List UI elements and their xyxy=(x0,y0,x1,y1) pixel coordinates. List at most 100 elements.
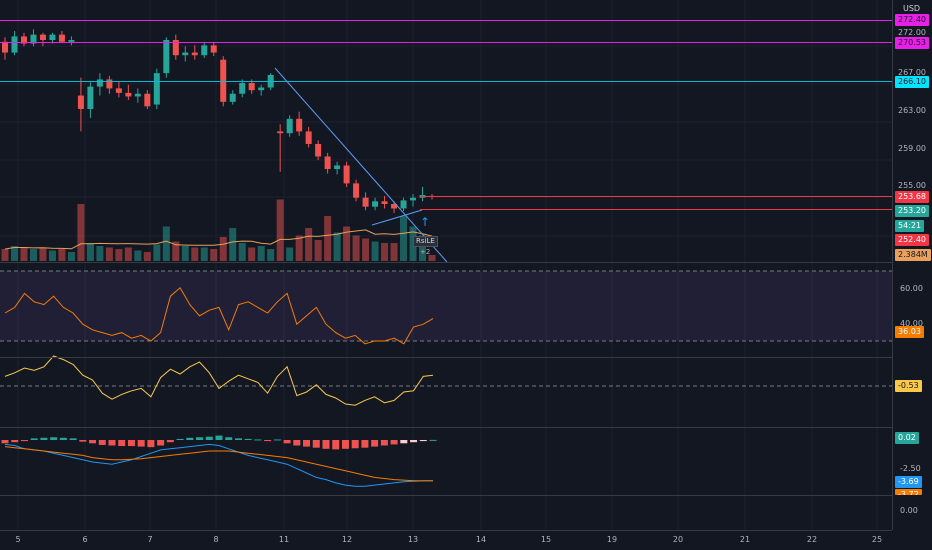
volume-bar xyxy=(428,255,436,261)
candle-body xyxy=(182,52,189,56)
candle-body xyxy=(11,36,18,53)
pane-separator-main[interactable] xyxy=(0,262,892,263)
candle-body xyxy=(353,183,360,198)
macd-histogram-bar xyxy=(205,436,213,440)
volume-bar xyxy=(229,228,237,261)
volume-bar xyxy=(162,226,170,261)
bottom-pane-tick: 0.00 xyxy=(900,506,918,515)
volume-bar xyxy=(39,247,47,261)
price-tag-cyan: 266.10 xyxy=(895,76,929,88)
macd-histogram-bar xyxy=(89,440,97,444)
volume-bar xyxy=(324,216,332,261)
macd-tick: -2.50 xyxy=(900,464,921,473)
candle-body xyxy=(410,197,417,201)
volume-bar xyxy=(210,249,218,261)
macd-histogram-bar xyxy=(225,437,233,440)
candle-body xyxy=(163,39,170,74)
candle-body xyxy=(248,83,255,91)
volume-bar xyxy=(153,244,161,261)
macd-histogram-bar xyxy=(30,438,38,440)
macd-histogram-bar xyxy=(147,440,155,448)
chart-canvas[interactable] xyxy=(0,0,892,530)
volume-bar xyxy=(400,216,408,261)
volume-bar xyxy=(238,243,246,261)
volume-bar xyxy=(20,247,28,261)
price-tag-magenta-top: 272.40 xyxy=(895,14,929,26)
volume-bar xyxy=(181,246,189,261)
oscillator-line xyxy=(4,355,434,406)
red-horizontal-line-lower[interactable] xyxy=(420,209,892,210)
price-tag-red-lower: 252.40 xyxy=(895,234,929,246)
volume-bar xyxy=(371,241,379,261)
volume-bar xyxy=(10,246,18,261)
macd-histogram-bar xyxy=(118,440,126,447)
last-price-tag: 253.20 xyxy=(895,205,929,217)
macd-histogram-bar xyxy=(176,438,184,440)
price-tick: 263.00 xyxy=(898,106,926,115)
macd-histogram-bar xyxy=(215,435,223,440)
volume-tag: 2.384M xyxy=(895,249,931,261)
macd-histogram-bar xyxy=(312,440,320,448)
volume-bar xyxy=(257,246,265,261)
pane-separator-osc[interactable] xyxy=(0,427,892,428)
volume-bar xyxy=(352,235,360,261)
candle-body xyxy=(220,59,227,102)
volume-bar xyxy=(333,232,341,261)
macd-histogram-bar xyxy=(400,440,408,444)
time-axis-separator xyxy=(0,530,892,531)
time-axis-label: 22 xyxy=(806,535,818,544)
volume-bar xyxy=(58,249,66,261)
rsi-line xyxy=(4,287,434,345)
candle-body xyxy=(201,45,208,56)
candle-body xyxy=(258,87,265,91)
macd-histogram-bar xyxy=(429,439,437,441)
macd-histogram-bar xyxy=(1,440,9,444)
volume-bar xyxy=(48,250,56,261)
macd-histogram-bar xyxy=(419,440,427,442)
macd-histogram-bar xyxy=(283,440,291,444)
candle-body xyxy=(49,34,56,40)
red-horizontal-line-upper[interactable] xyxy=(420,196,892,197)
macd-histogram-bar xyxy=(254,439,262,441)
volume-bar xyxy=(419,235,427,261)
macd-histogram-bar xyxy=(341,440,349,449)
magenta-horizontal-line[interactable] xyxy=(0,42,892,43)
time-axis-label: 6 xyxy=(82,535,88,544)
macd-histogram-bar xyxy=(303,440,311,447)
pane-separator-rsi[interactable] xyxy=(0,357,892,358)
macd-histogram-bar xyxy=(157,440,165,446)
candle-body xyxy=(2,41,8,53)
pane-separator-macd[interactable] xyxy=(0,495,892,496)
price-tick: 272.00 xyxy=(898,28,926,37)
macd-histogram-bar xyxy=(127,440,135,447)
time-axis-label: 12 xyxy=(341,535,353,544)
macd-extra-tag: -3.72 xyxy=(895,489,922,495)
macd-histogram-bar xyxy=(410,440,418,443)
price-tick: 255.00 xyxy=(898,181,926,190)
volume-bar xyxy=(362,238,370,261)
candle-body xyxy=(324,156,331,170)
macd-histogram-bar xyxy=(137,440,145,447)
volume-bar xyxy=(134,250,142,261)
candle-body xyxy=(39,34,46,40)
cyan-horizontal-line[interactable] xyxy=(0,81,892,82)
trend-line-short xyxy=(371,209,423,226)
macd-histogram-bar xyxy=(264,440,272,442)
macd-histogram-bar xyxy=(69,438,77,440)
macd-hist-tag: 0.02 xyxy=(895,432,919,444)
volume-bar xyxy=(124,247,132,261)
macd-histogram-bar xyxy=(361,440,369,448)
volume-bar xyxy=(67,252,75,261)
macd-signal-tag: -3.69 xyxy=(895,476,922,488)
currency-label[interactable]: USD xyxy=(903,4,921,13)
price-axis-separator xyxy=(892,0,893,530)
rsi-background-band xyxy=(0,271,892,341)
time-axis-label: 20 xyxy=(672,535,684,544)
magenta-horizontal-line-top[interactable] xyxy=(0,20,892,21)
price-axis[interactable] xyxy=(893,0,932,550)
macd-histogram-bar xyxy=(50,437,58,440)
macd-histogram-bar xyxy=(244,438,252,440)
candle-body xyxy=(400,200,407,209)
strategy-signal-label[interactable]: RsiLE xyxy=(413,236,438,247)
time-axis-label: 7 xyxy=(147,535,153,544)
